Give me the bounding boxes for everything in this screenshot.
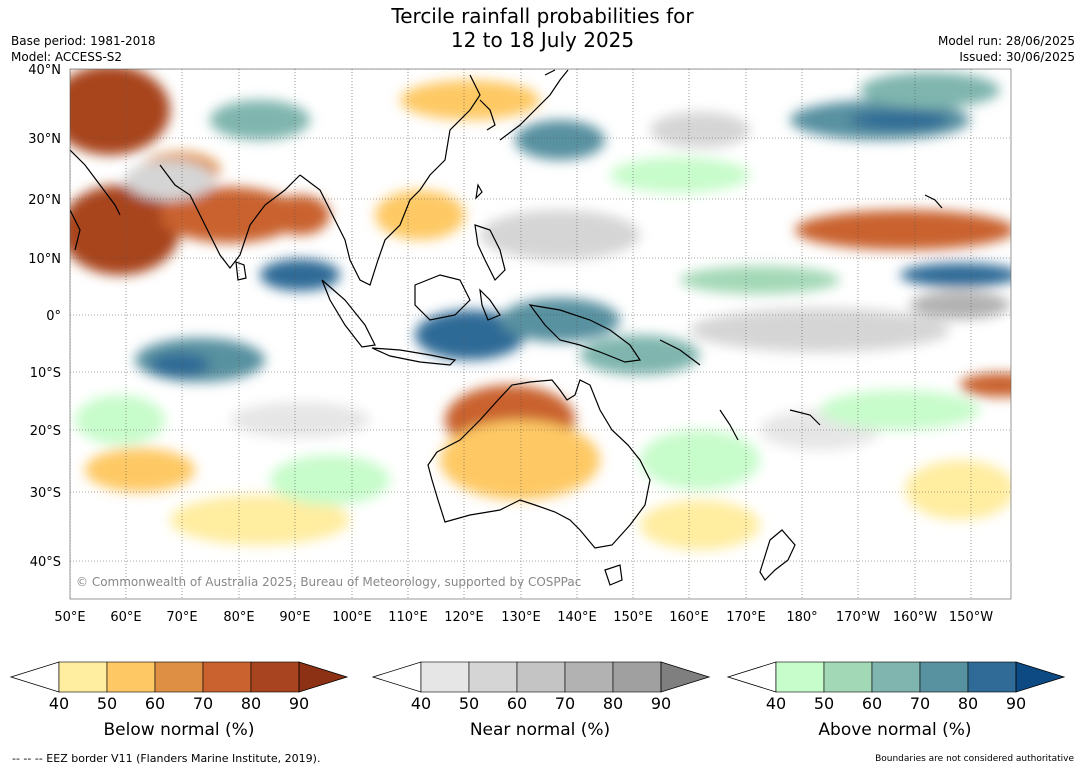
above-normal-colorbar-title: Above normal (%) — [818, 720, 972, 740]
colorbar-bin — [154, 661, 204, 693]
title-line-1: Tercile rainfall probabilities for — [391, 4, 694, 28]
colorbar-tick-label: 50 — [459, 694, 479, 713]
colorbar-tick-label: 90 — [289, 694, 309, 713]
longitude-label: 130°E — [501, 610, 541, 625]
colorbar-bin — [250, 661, 300, 693]
colorbar-bin — [871, 661, 921, 693]
longitude-label: 160°E — [669, 610, 709, 625]
longitude-label: 150°W — [949, 610, 993, 625]
longitude-label: 140°E — [557, 610, 597, 625]
latitude-label: 20°S — [30, 424, 61, 439]
colorbar-high-extension — [660, 661, 711, 693]
colorbar-tick-label: 80 — [241, 694, 261, 713]
model-run-date: Model run: 28/06/2025 — [937, 34, 1075, 48]
colorbar-tick-label: 50 — [97, 694, 117, 713]
colorbar-bin — [564, 661, 614, 693]
longitude-label: 80°E — [223, 610, 254, 625]
model-name: Model: ACCESS-S2 — [11, 50, 123, 64]
colorbar-tick-label: 40 — [411, 694, 431, 713]
colorbar-bin — [967, 661, 1017, 693]
map-field: © Commonwealth of Australia 2025, Bureau… — [70, 69, 1011, 599]
latitude-label: 40°N — [28, 63, 61, 78]
colorbar-bin — [516, 661, 566, 693]
colorbar-bin — [919, 661, 969, 693]
colorbar-low-extension — [726, 661, 777, 693]
longitude-label: 160°W — [893, 610, 937, 625]
longitude-label: 60°E — [110, 610, 141, 625]
longitude-label: 170°W — [836, 610, 880, 625]
latitude-label: 30°N — [28, 132, 61, 147]
longitude-label: 110°E — [388, 610, 428, 625]
colorbars: 40 50 60 70 80 90 40 50 60 70 80 90 40 50 60 70 80 90 — [9, 661, 1066, 713]
title-line-2: 12 to 18 July 2025 — [450, 28, 635, 52]
colorbar-bin — [420, 661, 470, 693]
above-normal-colorbar: 40 50 60 70 80 90 — [726, 661, 1066, 713]
colorbar-tick-label: 40 — [766, 694, 786, 713]
colorbar-high-extension — [1015, 661, 1066, 693]
latitude-label: 30°S — [30, 486, 61, 501]
base-period: Base period: 1981-2018 — [11, 34, 156, 48]
graticule — [70, 69, 1011, 599]
boundaries-disclaimer: Boundaries are not considered authoritat… — [875, 754, 1074, 764]
longitude-label: 150°E — [613, 610, 653, 625]
metadata-right: Model run: 28/06/2025 Issued: 30/06/2025 — [938, 33, 1075, 65]
colorbar-tick-label: 40 — [49, 694, 69, 713]
colorbar-bin — [775, 661, 825, 693]
colorbar-high-extension — [298, 661, 349, 693]
below-normal-colorbar: 40 50 60 70 80 90 — [9, 661, 349, 713]
latitude-label: 0° — [46, 309, 61, 324]
longitude-label: 90°E — [279, 610, 310, 625]
colorbar-tick-label: 80 — [603, 694, 623, 713]
copyright-notice: © Commonwealth of Australia 2025, Bureau… — [76, 575, 581, 589]
latitude-labels: 40°N 30°N 20°N 10°N 0° 10°S 20°S 30°S 40°S — [28, 63, 61, 570]
colorbar-tick-label: 60 — [862, 694, 882, 713]
colorbar-low-extension — [371, 661, 422, 693]
colorbar-low-extension — [9, 661, 60, 693]
colorbar-tick-label: 70 — [910, 694, 930, 713]
longitude-label: 100°E — [332, 610, 372, 625]
probability-field — [70, 69, 1011, 550]
colorbar-bin — [612, 661, 662, 693]
issued-date: Issued: 30/06/2025 — [959, 50, 1075, 64]
latitude-label: 10°S — [30, 366, 61, 381]
latitude-label: 20°N — [28, 193, 61, 208]
map-title: Tercile rainfall probabilities for 12 to… — [0, 4, 1085, 52]
colorbar-tick-label: 80 — [958, 694, 978, 713]
colorbar-tick-label: 50 — [814, 694, 834, 713]
metadata-left: Base period: 1981-2018 Model: ACCESS-S2 — [11, 33, 156, 65]
colorbar-tick-label: 70 — [555, 694, 575, 713]
colorbar-bin — [202, 661, 252, 693]
colorbar-tick-label: 60 — [145, 694, 165, 713]
longitude-label: 180° — [786, 610, 817, 625]
eez-border-note: -- -- -- EEZ border V11 (Flanders Marine… — [12, 752, 321, 765]
longitude-label: 70°E — [166, 610, 197, 625]
latitude-label: 10°N — [28, 252, 61, 267]
colorbar-tick-label: 60 — [507, 694, 527, 713]
below-normal-colorbar-title: Below normal (%) — [103, 720, 255, 740]
coastlines — [70, 69, 943, 586]
colorbar-tick-label: 70 — [193, 694, 213, 713]
longitude-label: 50°E — [54, 610, 85, 625]
colorbar-bin — [106, 661, 156, 693]
near-normal-colorbar-title: Near normal (%) — [469, 720, 611, 740]
colorbar-bin — [823, 661, 873, 693]
longitude-label: 120°E — [444, 610, 484, 625]
colorbar-tick-label: 90 — [1006, 694, 1026, 713]
longitude-label: 170°E — [726, 610, 766, 625]
colorbar-bin — [468, 661, 518, 693]
near-normal-colorbar: 40 50 60 70 80 90 — [371, 661, 711, 713]
longitude-labels: 50°E 60°E 70°E 80°E 90°E 100°E 110°E 120°E 130°E… — [54, 610, 993, 625]
colorbar-tick-label: 90 — [651, 694, 671, 713]
latitude-label: 40°S — [30, 555, 61, 570]
colorbar-bin — [58, 661, 108, 693]
